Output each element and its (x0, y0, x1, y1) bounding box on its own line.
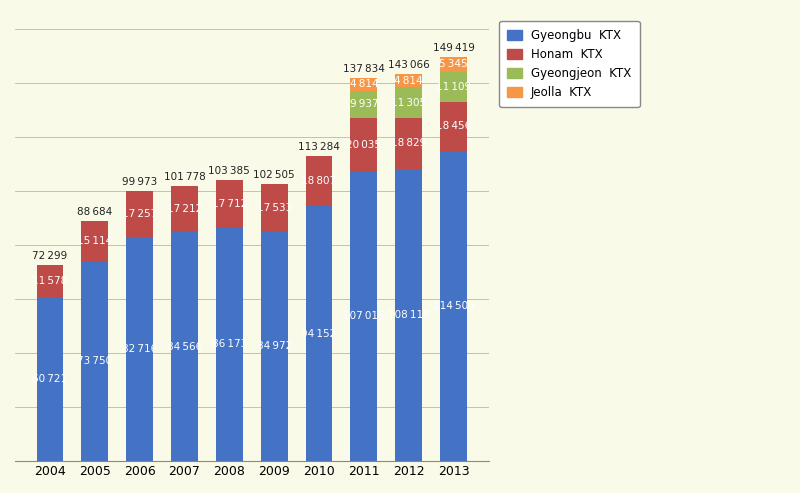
Text: 113 284: 113 284 (298, 141, 340, 151)
Bar (440, 102, 467, 151)
Bar (440, 151, 467, 461)
Text: 99 973: 99 973 (122, 176, 158, 187)
Text: 17 257: 17 257 (122, 209, 158, 219)
Text: 4 814: 4 814 (350, 79, 378, 89)
Text: 11 578: 11 578 (32, 276, 68, 286)
Bar (395, 118, 422, 169)
Text: 107 015: 107 015 (343, 311, 385, 321)
Bar (126, 237, 153, 461)
Text: 143 066: 143 066 (388, 60, 430, 70)
Text: 137 834: 137 834 (343, 64, 385, 73)
Bar (440, 57, 467, 71)
Bar (440, 71, 467, 102)
Text: 18 456: 18 456 (436, 121, 471, 132)
Text: 17 212: 17 212 (167, 204, 202, 214)
Bar (216, 228, 242, 461)
Bar (37, 297, 63, 461)
Legend: Gyeongbu  KTX, Honam  KTX, Gyeongjeon  KTX, Jeolla  KTX: Gyeongbu KTX, Honam KTX, Gyeongjeon KTX,… (499, 21, 639, 107)
Text: 5 345: 5 345 (439, 59, 468, 70)
Text: 11 305: 11 305 (391, 98, 426, 107)
Text: 88 684: 88 684 (77, 207, 113, 216)
Bar (261, 184, 288, 231)
Bar (350, 91, 378, 117)
Bar (306, 156, 333, 207)
Text: 9 937: 9 937 (350, 99, 378, 109)
Text: 17 533: 17 533 (257, 203, 292, 212)
Text: 18 829: 18 829 (391, 138, 426, 148)
Text: 84 972: 84 972 (257, 341, 292, 351)
Text: 15 114: 15 114 (77, 236, 113, 246)
Text: 82 716: 82 716 (122, 344, 158, 354)
Bar (171, 232, 198, 461)
Bar (82, 221, 108, 262)
Bar (261, 231, 288, 461)
Bar (350, 78, 378, 91)
Text: 149 419: 149 419 (433, 43, 474, 53)
Text: 18 807: 18 807 (302, 176, 337, 186)
Bar (395, 87, 422, 118)
Text: 101 778: 101 778 (164, 172, 206, 182)
Bar (82, 262, 108, 461)
Text: 4 814: 4 814 (394, 76, 423, 86)
Text: 114 509: 114 509 (433, 301, 474, 311)
Bar (216, 180, 242, 228)
Bar (395, 169, 422, 461)
Bar (350, 117, 378, 172)
Text: 72 299: 72 299 (32, 251, 68, 261)
Bar (306, 207, 333, 461)
Bar (395, 74, 422, 87)
Text: 86 173: 86 173 (212, 339, 247, 350)
Text: 17 712: 17 712 (212, 199, 247, 209)
Text: 60 721: 60 721 (33, 374, 67, 384)
Text: 84 566: 84 566 (167, 342, 202, 352)
Bar (126, 191, 153, 237)
Text: 103 385: 103 385 (209, 166, 250, 176)
Bar (37, 265, 63, 297)
Text: 20 035: 20 035 (346, 140, 382, 149)
Text: 11 109: 11 109 (436, 81, 471, 92)
Bar (171, 186, 198, 232)
Text: 102 505: 102 505 (254, 170, 295, 180)
Bar (350, 172, 378, 461)
Text: 73 750: 73 750 (78, 356, 112, 366)
Text: 108 118: 108 118 (388, 310, 430, 320)
Text: 94 152: 94 152 (302, 329, 337, 339)
